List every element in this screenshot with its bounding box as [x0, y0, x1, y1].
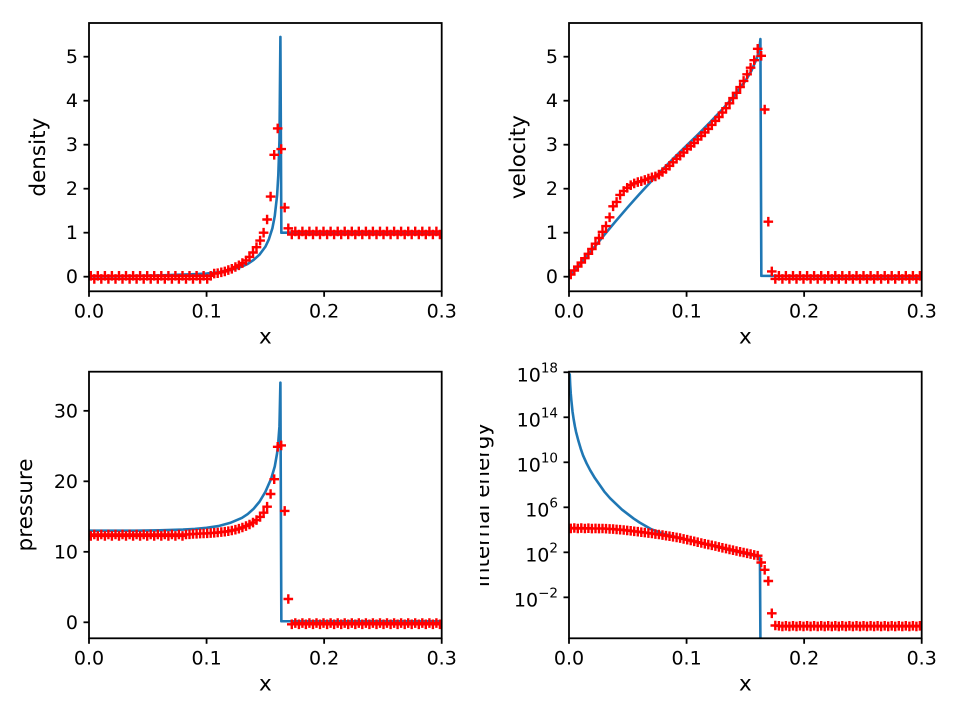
internal_energy-analytic-line: [569, 373, 762, 639]
y-tick-label: 2: [66, 178, 78, 200]
x-tick-label: 0.0: [74, 300, 104, 322]
internal_energy-x-axis: 0.0 0.1 0.2 0.3: [554, 638, 937, 669]
y-tick-label: 1: [546, 222, 558, 244]
pressure-axes-frame: [88, 370, 443, 640]
density-analytic-line: [89, 35, 442, 278]
y-tick-label: 1010: [517, 450, 558, 476]
x-tick-label: 0.2: [309, 300, 339, 322]
y-tick-label: 20: [54, 471, 78, 493]
x-tick-label: 0.2: [789, 300, 819, 322]
x-tick-label: 0.3: [427, 300, 457, 322]
internal_energy-x-axis-label: x: [739, 671, 752, 696]
x-tick-label: 0.1: [671, 647, 701, 669]
velocity-subplot: 0.0 0.1 0.2 0.3 x 0 1 2 3 4 5 velocity: [480, 0, 960, 360]
density-x-axis: 0.0 0.1 0.2 0.3: [74, 291, 457, 322]
velocity-y-axis: 0 1 2 3 4 5: [546, 46, 569, 288]
y-tick-label: 1018: [517, 360, 558, 386]
density-x-axis-label: x: [259, 324, 272, 349]
velocity-data-markers: [569, 44, 922, 284]
internal_energy-axes-frame: [568, 370, 923, 640]
x-tick-label: 0.0: [74, 647, 104, 669]
y-tick-label: 4: [546, 90, 558, 112]
x-tick-label: 0.1: [191, 300, 221, 322]
density-y-axis-label: density: [26, 117, 51, 196]
pressure-y-axis: 0 10 20 30: [54, 400, 89, 634]
y-tick-label: 10−2: [514, 585, 558, 611]
density-subplot: 0.0 0.1 0.2 0.3 x 0 1 2 3 4 5 density: [0, 0, 480, 360]
y-tick-label: 102: [525, 540, 558, 566]
y-tick-label: 5: [66, 46, 78, 68]
internal_energy-data-markers: [569, 523, 922, 632]
x-tick-label: 0.0: [554, 300, 584, 322]
pressure-plot-svg: 0.0 0.1 0.2 0.3 x 0 10 20 30 pressure: [13, 370, 457, 696]
y-tick-label: 0: [66, 612, 78, 634]
y-tick-label: 10: [54, 541, 78, 563]
pressure-x-axis-label: x: [259, 671, 272, 696]
x-tick-label: 0.3: [427, 647, 457, 669]
velocity-x-axis-label: x: [739, 324, 752, 349]
x-tick-label: 0.3: [907, 300, 937, 322]
y-tick-label: 3: [546, 134, 558, 156]
x-tick-label: 0.2: [309, 647, 339, 669]
y-tick-label: 0: [546, 266, 558, 288]
y-tick-label: 0: [66, 266, 78, 288]
pressure-y-axis-label: pressure: [13, 459, 38, 552]
y-tick-label: 106: [525, 495, 558, 521]
y-tick-label: 3: [66, 134, 78, 156]
density-axes-frame: [88, 22, 443, 293]
y-tick-label: 2: [546, 178, 558, 200]
y-tick-label: 1014: [517, 405, 558, 431]
density-data-markers: [89, 123, 442, 284]
density-plot-svg: 0.0 0.1 0.2 0.3 x 0 1 2 3 4 5 density: [26, 22, 457, 349]
x-tick-label: 0.0: [554, 647, 584, 669]
velocity-plot-svg: 0.0 0.1 0.2 0.3 x 0 1 2 3 4 5 velocity: [506, 22, 937, 349]
x-tick-label: 0.2: [789, 647, 819, 669]
pressure-subplot: 0.0 0.1 0.2 0.3 x 0 10 20 30 pressure: [0, 360, 480, 720]
x-tick-label: 0.3: [907, 647, 937, 669]
velocity-y-axis-label: velocity: [506, 115, 531, 199]
y-tick-label: 30: [54, 400, 78, 422]
internal_energy-plot-svg: 0.0 0.1 0.2 0.3 x 1018 1014 1010 106 102 10−2 inter…: [470, 360, 937, 696]
x-tick-label: 0.1: [671, 300, 701, 322]
density-y-axis: 0 1 2 3 4 5: [66, 46, 89, 288]
velocity-axes-frame: [568, 22, 923, 293]
y-tick-label: 5: [546, 46, 558, 68]
y-tick-label: 4: [66, 90, 78, 112]
pressure-x-axis: 0.0 0.1 0.2 0.3: [74, 638, 457, 669]
internal_energy-y-axis: 1018 1014 1010 106 102 10−2: [514, 360, 569, 611]
y-tick-label: 1: [66, 222, 78, 244]
internal-energy-subplot: 0.0 0.1 0.2 0.3 x 1018 1014 1010 106 102 10−2 inter…: [470, 360, 960, 720]
pressure-analytic-line: [89, 381, 442, 623]
pressure-data-markers: [89, 440, 442, 630]
internal_energy-y-axis-label: internal energy: [480, 423, 495, 588]
velocity-x-axis: 0.0 0.1 0.2 0.3: [554, 291, 937, 322]
x-tick-label: 0.1: [191, 647, 221, 669]
